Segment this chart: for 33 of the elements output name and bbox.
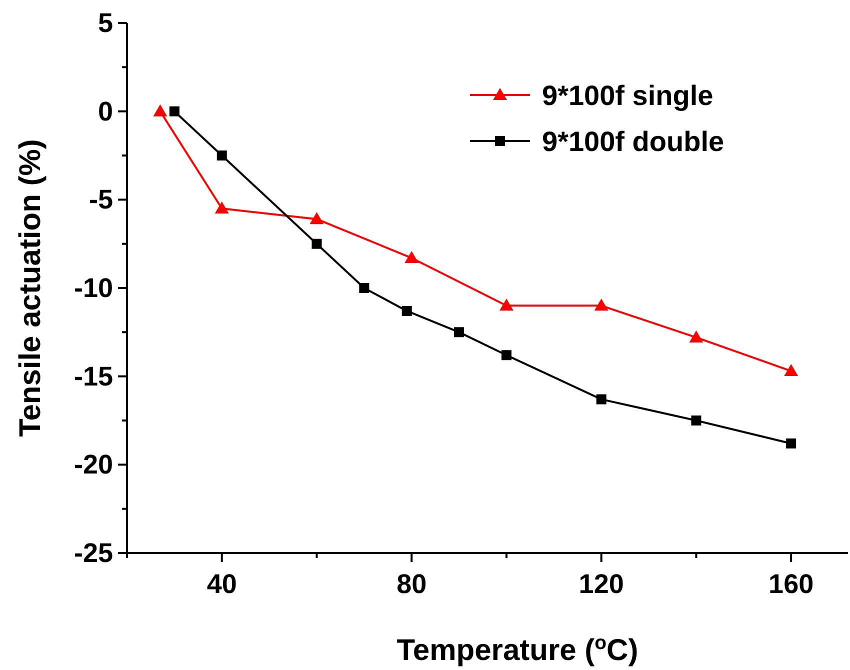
point [691, 416, 702, 426]
point [454, 327, 464, 338]
point [689, 330, 704, 342]
x-tick-label: 160 [768, 569, 814, 599]
x-tick-label: 40 [206, 569, 237, 599]
y-tick-label: -5 [88, 184, 113, 215]
point [499, 298, 514, 311]
y-tick-label: -20 [74, 450, 113, 480]
legend-label: 9*100f single [542, 80, 714, 111]
y-axis-title: Tensile actuation (%) [14, 139, 47, 437]
point [596, 394, 606, 404]
point [784, 364, 798, 376]
point [153, 104, 168, 116]
point [310, 212, 324, 224]
x-axis-title: Temperature ($^{o}$C) [396, 632, 638, 667]
point [501, 350, 512, 360]
legend-label: 9*100f double [542, 126, 724, 157]
point [312, 238, 322, 249]
point [594, 298, 608, 311]
point [786, 438, 796, 448]
y-tick-label: 5 [98, 8, 113, 38]
y-tick-label: -15 [74, 361, 113, 392]
y-tick-label: 0 [98, 96, 113, 126]
point [169, 106, 180, 116]
point [402, 306, 412, 316]
point [404, 250, 419, 263]
point [359, 283, 370, 293]
y-tick-label: -25 [74, 538, 113, 568]
x-tick-label: 120 [578, 569, 624, 599]
x-tick-label: 80 [396, 569, 427, 599]
point [214, 202, 229, 214]
y-tick-label: -10 [74, 273, 113, 303]
point [216, 150, 227, 160]
